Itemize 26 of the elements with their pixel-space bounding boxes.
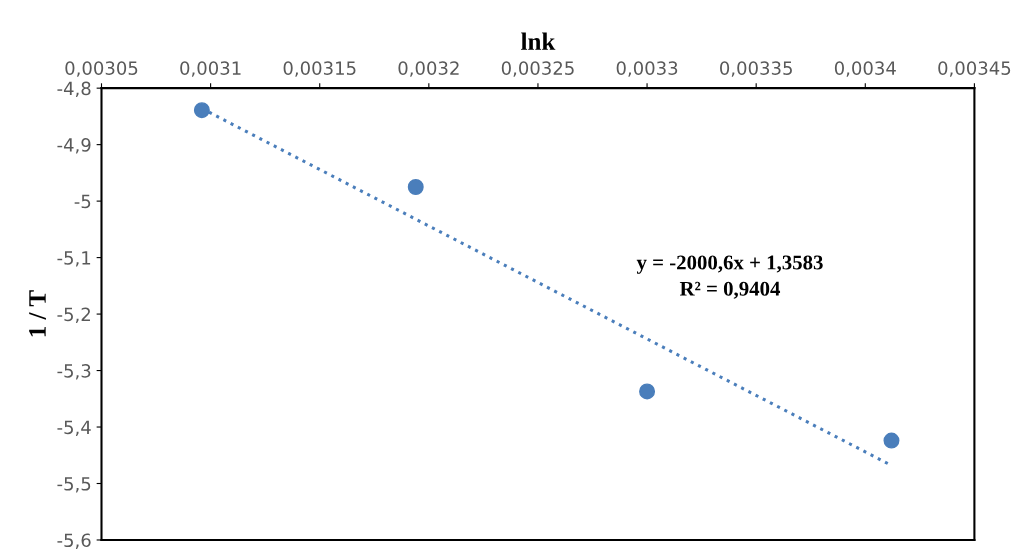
y-tick-label: -5,6	[57, 533, 91, 549]
x-axis-title: lnk	[521, 32, 556, 50]
y-tick-label: -5,1	[57, 251, 91, 267]
x-tick-label: 0,00335	[720, 61, 792, 77]
point	[639, 383, 656, 400]
y-tick-label: -5,5	[57, 477, 91, 493]
y-tick-label: -5,2	[57, 307, 90, 324]
point	[193, 102, 210, 119]
y-tick-label: -4,9	[57, 138, 91, 154]
x-tick-label: 0,0034	[834, 61, 896, 77]
annotation: y = -2000,6x + 1,3583	[636, 255, 823, 274]
y-axis-title: 1 / T	[29, 290, 46, 337]
x-tick-label: 0,0031	[180, 61, 241, 77]
y-tick-label: -5,4	[57, 420, 91, 436]
annotation: R² = 0,9404	[679, 281, 781, 299]
y-tick-label: -5	[74, 194, 91, 209]
x-tick-label: 0,0032	[398, 61, 459, 77]
point	[883, 432, 900, 449]
y-tick-label: -5,3	[57, 364, 91, 380]
x-tick-label: 0,00345	[938, 61, 1011, 77]
x-tick-label: 0,00315	[283, 61, 356, 77]
y-tick-label: -4,8	[57, 81, 91, 98]
x-tick-label: 0,00325	[501, 61, 574, 77]
point	[407, 179, 424, 195]
x-tick-label: 0,0033	[616, 61, 678, 77]
x-tick-label: 0,00305	[65, 61, 138, 77]
